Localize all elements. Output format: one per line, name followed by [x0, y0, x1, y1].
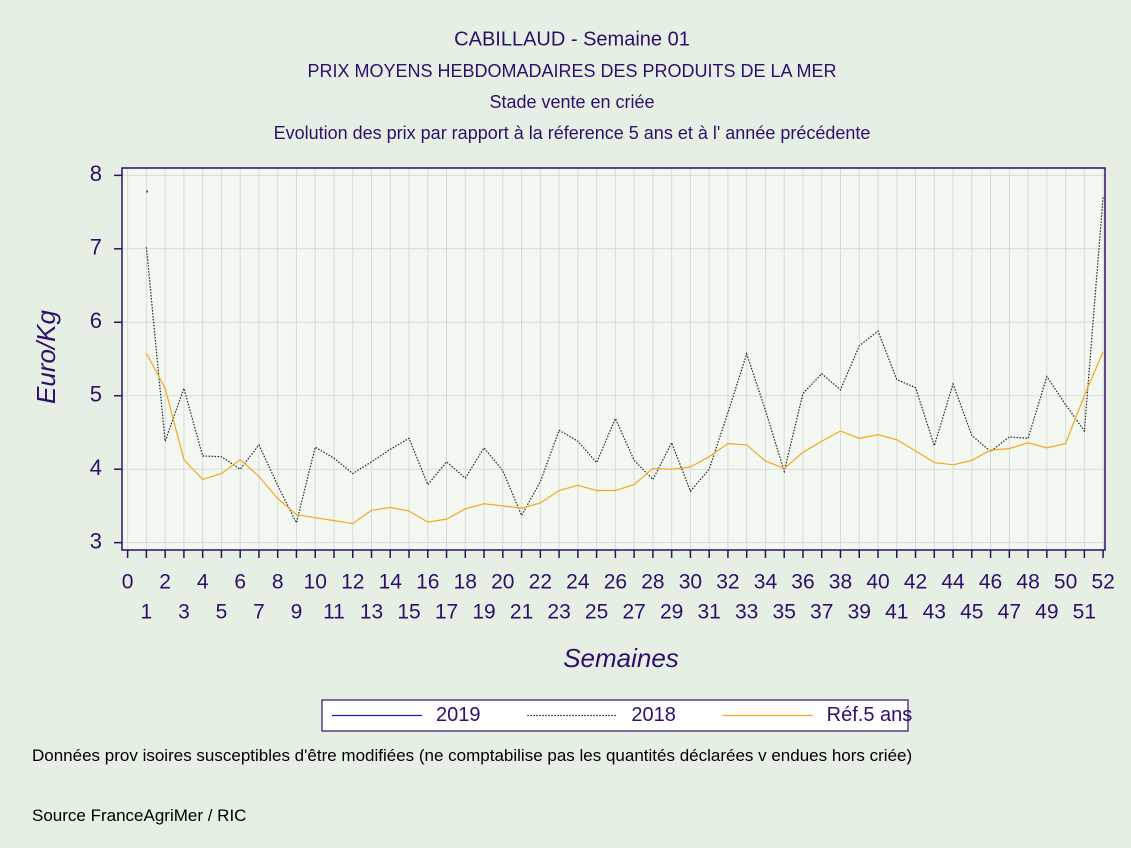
source-note: Source FranceAgriMer / RIC: [32, 806, 247, 825]
x-tick-label: 22: [529, 571, 552, 594]
x-tick-label: 18: [454, 571, 477, 594]
y-tick-label: 7: [90, 235, 102, 260]
x-tick-label: 33: [735, 601, 758, 624]
x-tick-label: 29: [660, 601, 683, 624]
chart-subtitle: PRIX MOYENS HEBDOMADAIRES DES PRODUITS D…: [307, 61, 836, 81]
legend-label: 2019: [436, 704, 481, 726]
chart-title: CABILLAUD - Semaine 01: [454, 28, 690, 50]
y-tick-label: 4: [90, 455, 102, 480]
x-tick-label: 11: [323, 601, 345, 624]
x-tick-label: 20: [491, 571, 514, 594]
x-tick-label: 39: [848, 601, 871, 624]
x-tick-label: 40: [866, 571, 889, 594]
x-tick-label: 9: [291, 601, 303, 624]
chart: CABILLAUD - Semaine 01 PRIX MOYENS HEBDO…: [31, 28, 1115, 732]
x-tick-label: 23: [547, 601, 570, 624]
x-tick-label: 5: [216, 601, 228, 624]
x-tick-label: 31: [697, 601, 720, 624]
x-tick-label: 10: [304, 571, 327, 594]
plot-area: [122, 168, 1105, 550]
x-tick-label: 41: [885, 601, 908, 624]
series-line: [145, 195, 1104, 525]
y-tick-label: 8: [90, 161, 102, 186]
series-line: [145, 351, 1104, 525]
x-tick-label: 47: [998, 601, 1021, 624]
plot-frame: [121, 167, 1106, 551]
x-tick-label: 34: [754, 571, 778, 594]
y-tick-label: 3: [90, 528, 102, 553]
x-tick-label: 35: [773, 601, 796, 624]
x-tick-label: 27: [622, 601, 645, 624]
y-tick-label: 5: [90, 382, 102, 407]
y-axis-label: Euro/Kg: [31, 309, 61, 403]
x-tick-label: 43: [923, 601, 946, 624]
x-tick-label: 38: [829, 571, 852, 594]
x-tick-label: 4: [197, 571, 209, 594]
x-tick-label: 32: [716, 571, 739, 594]
x-tick-label: 19: [472, 601, 495, 624]
chart-subtitle: Evolution des prix par rapport à la réfe…: [274, 123, 871, 143]
x-tick-label: 42: [904, 571, 927, 594]
x-tick-label: 3: [178, 601, 190, 624]
x-tick-label: 44: [941, 571, 965, 594]
y-tick-label: 6: [90, 308, 102, 333]
x-tick-label: 14: [379, 571, 403, 594]
x-tick-label: 24: [566, 571, 590, 594]
x-tick-label: 49: [1035, 601, 1058, 624]
x-tick-label: 21: [510, 601, 533, 624]
x-tick-label: 52: [1091, 571, 1114, 594]
x-tick-label: 0: [122, 571, 134, 594]
x-tick-label: 16: [416, 571, 439, 594]
x-tick-label: 46: [979, 571, 1002, 594]
x-tick-label: 13: [360, 601, 383, 624]
x-tick-label: 1: [141, 601, 153, 624]
x-tick-label: 26: [604, 571, 627, 594]
x-tick-label: 8: [272, 571, 284, 594]
x-tick-label: 6: [234, 571, 246, 594]
x-tick-label: 25: [585, 601, 608, 624]
x-tick-label: 12: [341, 571, 364, 594]
chart-subtitle: Stade vente en criée: [489, 92, 654, 112]
x-axis-label: Semaines: [563, 643, 679, 673]
footnote: Données prov isoires susceptibles d'être…: [32, 746, 913, 765]
x-tick-label: 15: [397, 601, 420, 624]
x-tick-label: 2: [159, 571, 171, 594]
x-tick-label: 36: [791, 571, 814, 594]
x-tick-label: 51: [1073, 601, 1096, 624]
x-tick-label: 30: [679, 571, 702, 594]
legend-label: Réf.5 ans: [827, 704, 913, 726]
x-tick-label: 50: [1054, 571, 1077, 594]
x-tick-label: 37: [810, 601, 833, 624]
x-tick-label: 48: [1016, 571, 1039, 594]
x-tick-label: 28: [641, 571, 664, 594]
legend-label: 2018: [631, 704, 676, 726]
x-tick-label: 17: [435, 601, 458, 624]
x-tick-label: 45: [960, 601, 983, 624]
x-tick-label: 7: [253, 601, 265, 624]
